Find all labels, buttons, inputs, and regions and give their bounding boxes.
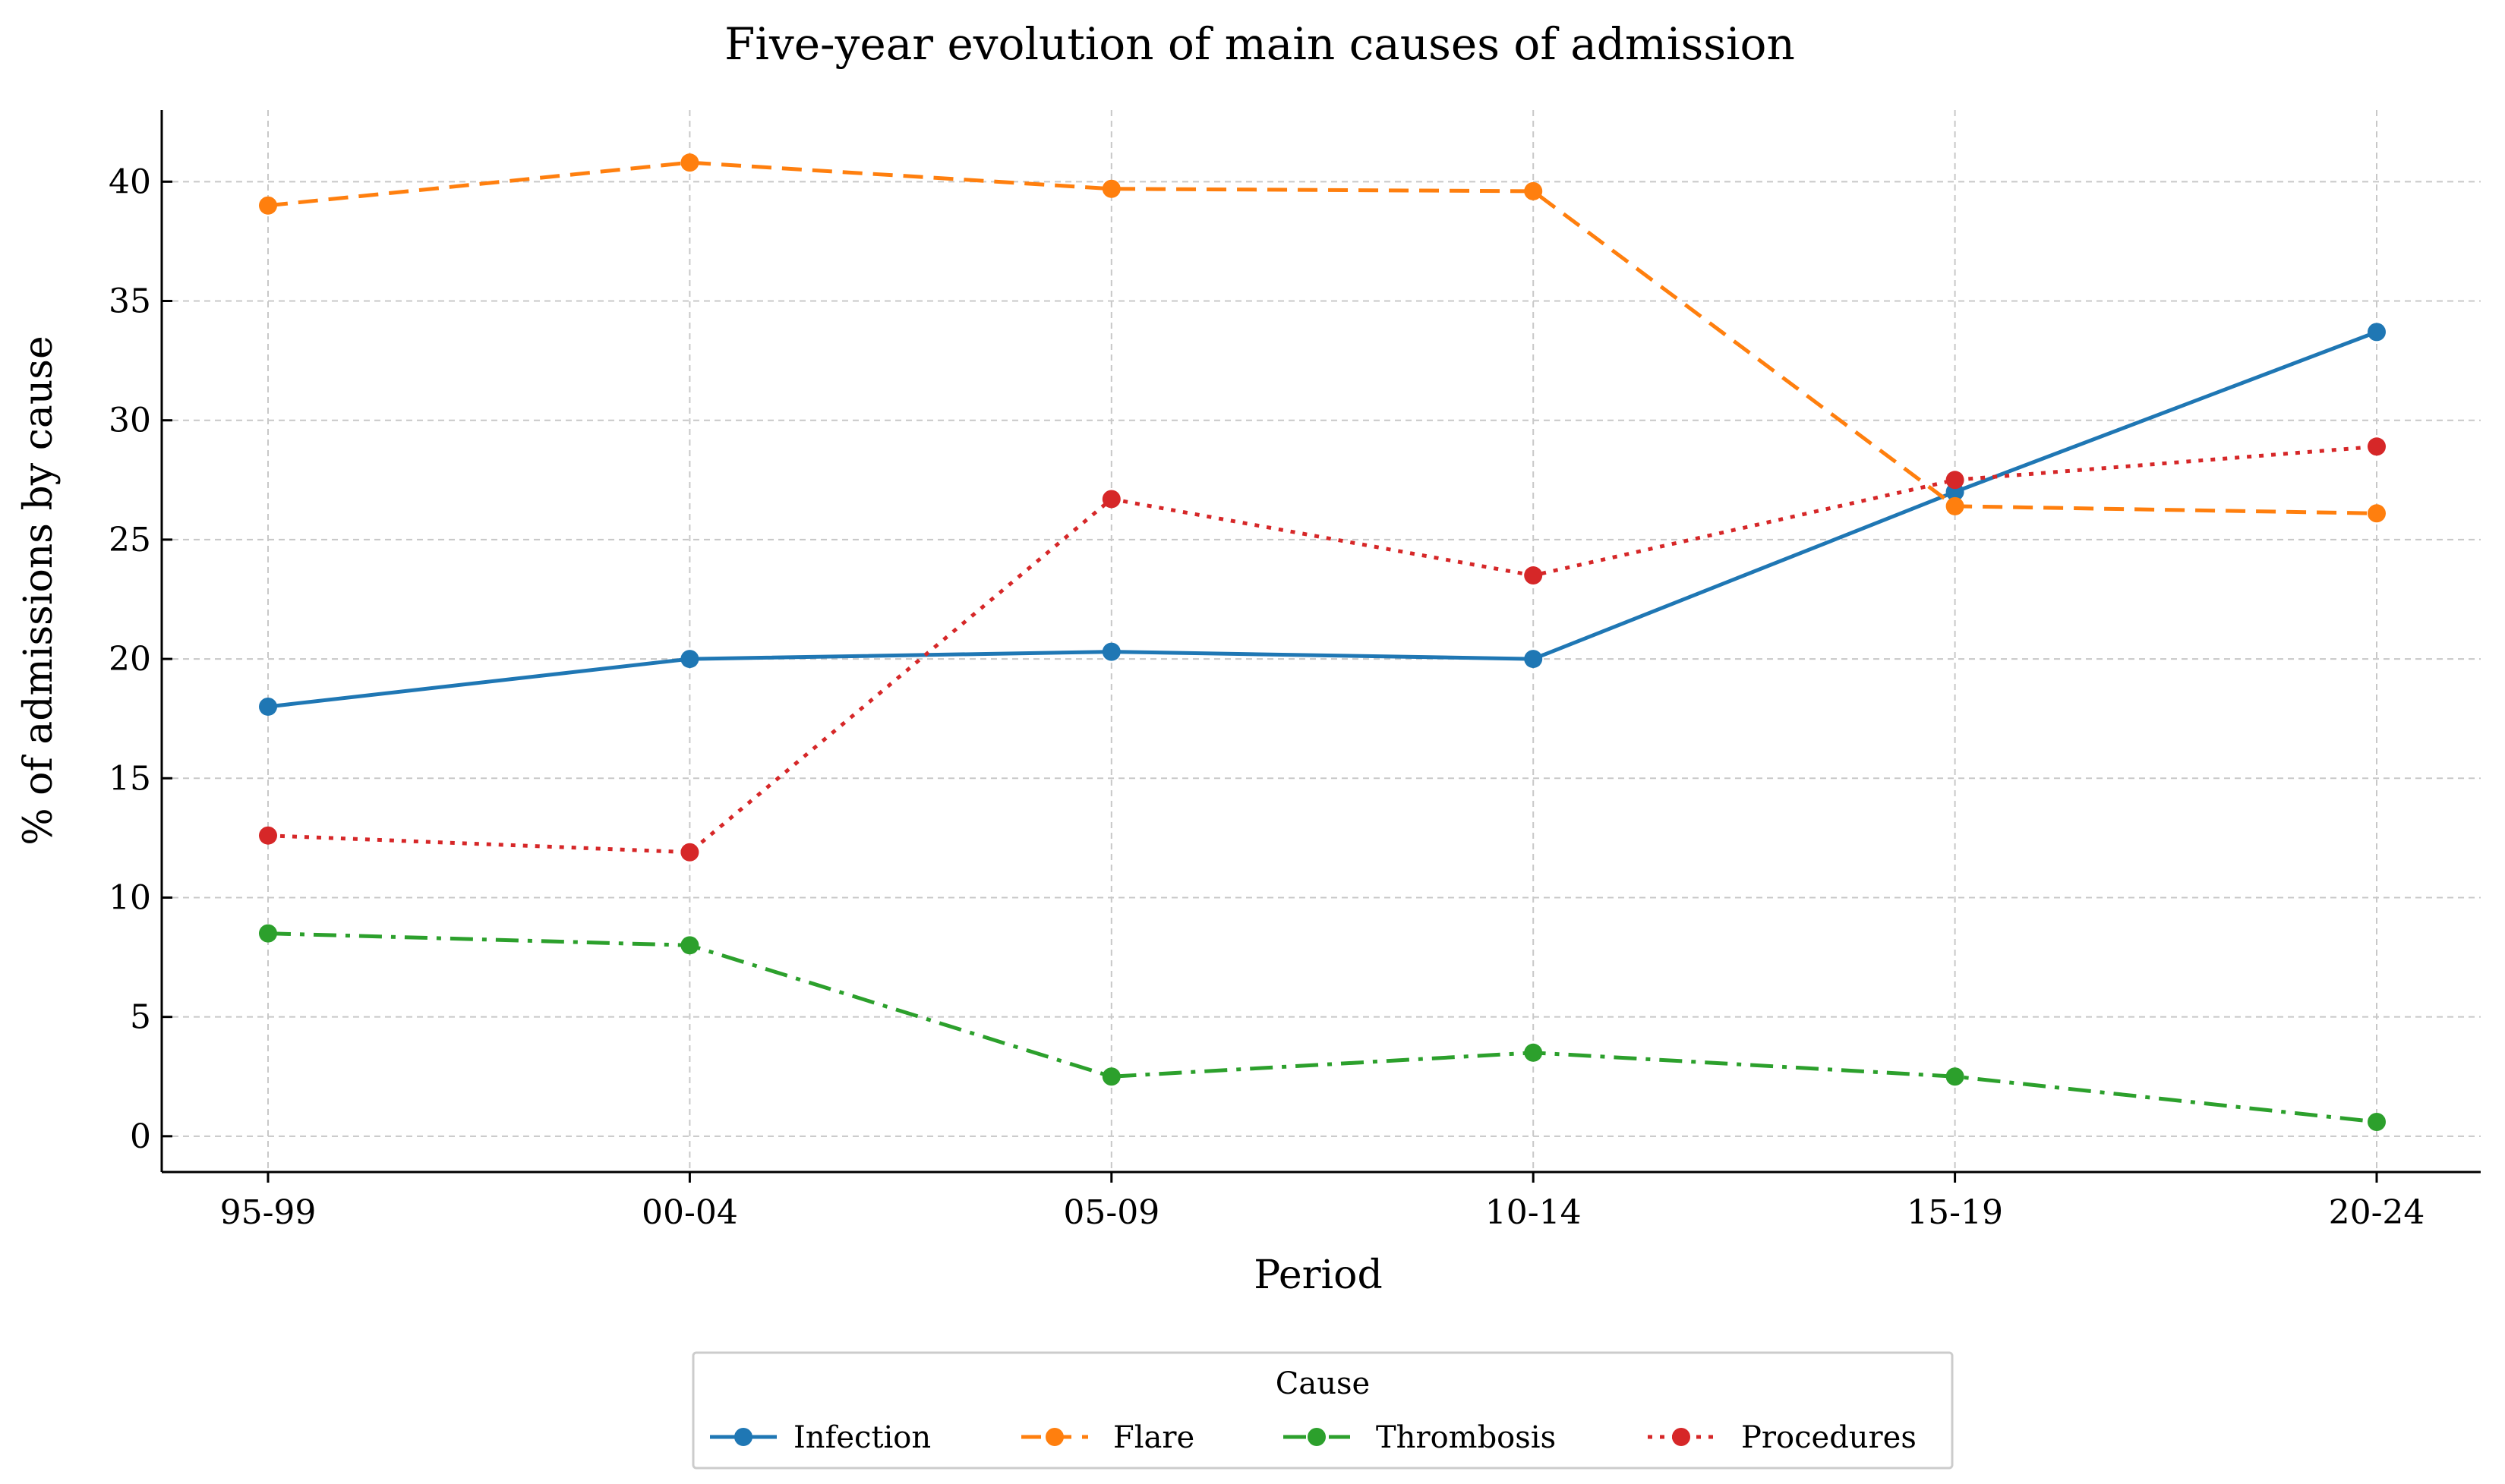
data-point-thrombosis-20-24 bbox=[2368, 1112, 2386, 1131]
legend-item-flare: Flare bbox=[1021, 1420, 1194, 1455]
y-tick-label: 35 bbox=[109, 282, 151, 321]
x-tick-label: 95-99 bbox=[220, 1193, 317, 1232]
data-point-procedures-10-14 bbox=[1524, 566, 1543, 585]
data-point-thrombosis-00-04 bbox=[680, 936, 699, 955]
chart-title: Five-year evolution of main causes of ad… bbox=[724, 18, 1795, 70]
series-thrombosis bbox=[259, 924, 2386, 1131]
series-line-infection bbox=[267, 330, 2377, 709]
data-point-thrombosis-05-09 bbox=[1102, 1067, 1121, 1086]
y-tick-label: 15 bbox=[109, 759, 151, 798]
legend-box bbox=[692, 1351, 1954, 1470]
legend-label-infection: Infection bbox=[793, 1420, 931, 1455]
legend-label-flare: Flare bbox=[1113, 1420, 1194, 1455]
legend-item-infection: Infection bbox=[710, 1420, 931, 1455]
y-tick-label: 30 bbox=[109, 402, 151, 440]
legend-item-thrombosis: Thrombosis bbox=[1283, 1420, 1556, 1455]
data-point-flare-00-04 bbox=[680, 153, 699, 172]
data-point-flare-10-14 bbox=[1524, 181, 1543, 200]
series-line-thrombosis bbox=[267, 931, 2377, 1124]
legend-label-procedures: Procedures bbox=[1741, 1420, 1917, 1455]
data-point-flare-20-24 bbox=[2368, 504, 2386, 523]
data-point-infection-10-14 bbox=[1524, 650, 1543, 669]
data-point-procedures-20-24 bbox=[2368, 437, 2386, 456]
series bbox=[259, 153, 2386, 1131]
data-point-procedures-95-99 bbox=[259, 826, 277, 845]
y-tick-label: 20 bbox=[109, 640, 151, 679]
data-point-flare-05-09 bbox=[1102, 179, 1121, 198]
data-point-procedures-05-09 bbox=[1102, 490, 1121, 509]
x-tick-label: 00-04 bbox=[642, 1193, 738, 1232]
data-point-thrombosis-10-14 bbox=[1524, 1043, 1543, 1062]
data-point-thrombosis-15-19 bbox=[1945, 1067, 1964, 1086]
x-tick-label: 15-19 bbox=[1907, 1193, 2003, 1232]
y-tick-label: 0 bbox=[130, 1117, 151, 1156]
x-tick-label: 20-24 bbox=[2329, 1193, 2425, 1232]
series-line-flare bbox=[267, 160, 2377, 515]
y-ticks: 0 5 10 15 20 25 30 35 40 bbox=[109, 162, 172, 1156]
data-point-thrombosis-95-99 bbox=[259, 924, 277, 943]
y-tick-label: 40 bbox=[109, 162, 151, 201]
legend-label-thrombosis: Thrombosis bbox=[1376, 1420, 1556, 1455]
y-tick-label: 25 bbox=[109, 521, 151, 559]
series-infection bbox=[259, 323, 2386, 716]
series-procedures bbox=[259, 437, 2386, 862]
legend-items: Infection Flare Thrombosis Procedures bbox=[710, 1420, 1917, 1455]
series-flare bbox=[259, 153, 2386, 523]
x-tick-label: 10-14 bbox=[1485, 1193, 1582, 1232]
x-tick-label: 05-09 bbox=[1063, 1193, 1159, 1232]
legend-item-procedures: Procedures bbox=[1648, 1420, 1917, 1455]
y-axis-label: % of admissions by cause bbox=[16, 336, 62, 846]
legend-marker-infection bbox=[734, 1428, 752, 1446]
grid bbox=[162, 110, 2481, 1172]
data-point-flare-15-19 bbox=[1945, 496, 1964, 515]
axes bbox=[160, 110, 2481, 1174]
x-axis-label: Period bbox=[1254, 1252, 1383, 1298]
legend-title: Cause bbox=[1276, 1366, 1370, 1401]
x-ticks: 95-99 00-04 05-09 10-14 15-19 20-24 bbox=[220, 1172, 2425, 1232]
data-point-procedures-15-19 bbox=[1945, 471, 1964, 490]
legend-marker-procedures bbox=[1672, 1428, 1690, 1446]
data-point-infection-05-09 bbox=[1102, 642, 1121, 661]
legend-marker-flare bbox=[1046, 1428, 1064, 1446]
y-tick-label: 5 bbox=[130, 998, 151, 1037]
data-point-flare-95-99 bbox=[259, 196, 277, 215]
y-tick-label: 10 bbox=[109, 878, 151, 917]
legend-marker-thrombosis bbox=[1308, 1428, 1326, 1446]
data-point-infection-95-99 bbox=[259, 697, 277, 716]
legend: Cause Infection Flare Thrombosis Procedures bbox=[692, 1351, 1954, 1470]
data-point-infection-00-04 bbox=[680, 650, 699, 669]
data-point-procedures-00-04 bbox=[680, 843, 699, 862]
data-point-infection-20-24 bbox=[2368, 323, 2386, 342]
